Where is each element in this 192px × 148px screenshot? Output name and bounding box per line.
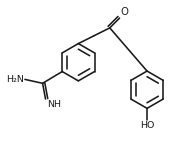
Text: O: O: [121, 7, 129, 17]
Text: H₂N: H₂N: [6, 75, 24, 84]
Text: NH: NH: [47, 100, 61, 109]
Text: HO: HO: [140, 121, 154, 130]
